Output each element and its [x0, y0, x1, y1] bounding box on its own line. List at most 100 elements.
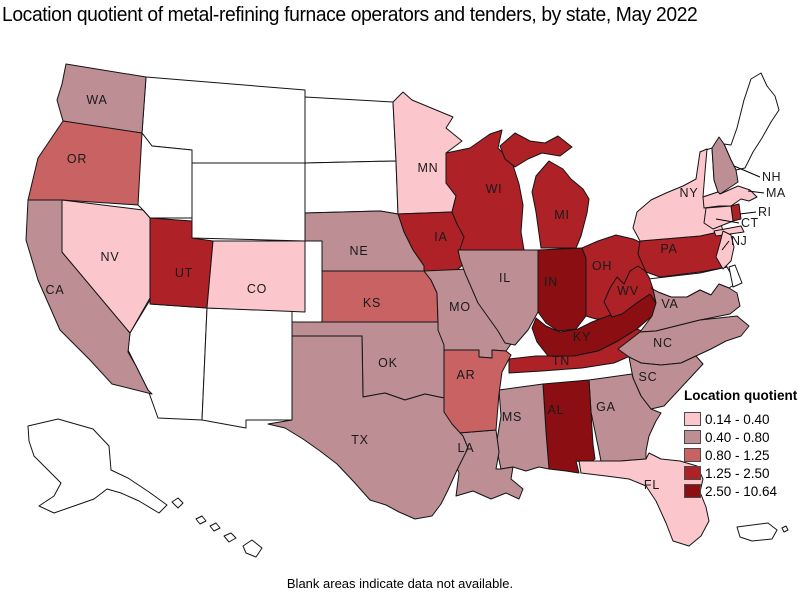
state-label-wv: WV	[617, 284, 639, 298]
state-label-ms: MS	[502, 410, 522, 424]
state-label-ks: KS	[363, 296, 381, 310]
state-label-ut: UT	[175, 266, 193, 280]
legend-range: 2.50 - 10.64	[705, 483, 778, 499]
legend-item: 0.80 - 1.25	[684, 447, 796, 463]
state-hi-island	[223, 532, 237, 543]
nj-callout-line	[721, 240, 730, 251]
state-label-sc: SC	[639, 370, 658, 384]
state-hi-island	[195, 515, 207, 525]
state-label-wa: WA	[86, 93, 107, 107]
state-ct	[703, 205, 734, 230]
state-label-in: IN	[544, 275, 558, 289]
state-label-ok: OK	[378, 356, 398, 370]
state-label-pa: PA	[660, 242, 677, 256]
state-label-ca: CA	[46, 283, 65, 297]
footnote: Blank areas indicate data not available.	[286, 576, 514, 591]
state-ak	[27, 418, 168, 514]
state-label-ne: NE	[350, 244, 369, 258]
legend-item: 2.50 - 10.64	[684, 483, 796, 499]
legend-swatch	[684, 466, 701, 480]
state-label-ar: AR	[457, 368, 476, 382]
state-labels-layer: WA OR CA NV UT CO MN WI IA NE KS MO IL I…	[46, 93, 699, 492]
state-label-oh: OH	[592, 259, 612, 273]
legend-title: Location quotient	[684, 388, 798, 403]
page-title: Location quotient of metal-refining furn…	[2, 3, 698, 26]
states-layer	[25, 63, 789, 558]
state-nh	[711, 136, 739, 195]
state-label-il: IL	[499, 271, 511, 285]
state-label-or: OR	[67, 152, 87, 166]
legend-item: 0.14 - 0.40	[684, 411, 796, 427]
state-nj	[715, 230, 735, 270]
state-label-al: AL	[548, 403, 565, 417]
state-ms	[495, 383, 550, 472]
state-az	[127, 299, 208, 421]
legend-swatch	[684, 448, 701, 462]
state-wv	[603, 265, 657, 318]
territory-pr	[736, 522, 778, 542]
state-hi-island	[171, 497, 184, 509]
ma-callout-line	[747, 190, 765, 194]
map-legend: Location quotient 0.14 - 0.40 0.40 - 0.8…	[684, 388, 798, 502]
state-va	[639, 283, 741, 333]
state-label-mi: MI	[554, 208, 570, 222]
state-mi-upper	[499, 132, 573, 168]
state-label-fl: FL	[644, 478, 660, 492]
legend-swatch	[684, 484, 701, 498]
state-label-ct: CT	[741, 216, 759, 230]
state-me	[723, 72, 780, 171]
territory-pr-islet	[781, 525, 789, 533]
legend-range: 1.25 - 2.50	[705, 465, 770, 481]
state-label-nh: NH	[762, 170, 781, 184]
state-wi	[445, 129, 525, 251]
state-in	[537, 247, 587, 332]
state-label-mo: MO	[449, 300, 471, 314]
legend-range: 0.40 - 0.80	[705, 429, 770, 445]
state-label-mn: MN	[417, 161, 438, 175]
legend-swatch	[684, 430, 701, 444]
state-il	[457, 249, 539, 346]
state-ga	[588, 373, 662, 462]
state-wy	[191, 162, 306, 242]
state-nd	[304, 96, 397, 164]
state-label-ma: MA	[766, 186, 786, 200]
state-label-va: VA	[661, 297, 678, 311]
state-label-nj: NJ	[731, 234, 747, 248]
state-ma	[702, 185, 758, 209]
state-label-la: LA	[458, 441, 475, 455]
callouts-layer: NH MA RI CT NJ	[715, 165, 786, 251]
ct-callout-line	[715, 218, 740, 224]
state-label-ky: KY	[573, 330, 591, 344]
legend-swatch	[684, 412, 701, 426]
state-co	[206, 240, 306, 313]
state-label-tx: TX	[351, 433, 369, 447]
state-label-ia: IA	[434, 230, 447, 244]
state-hi-island	[209, 522, 221, 532]
state-label-ga: GA	[596, 400, 616, 414]
state-fl	[578, 452, 710, 547]
legend-item: 1.25 - 2.50	[684, 465, 796, 481]
state-sd	[304, 160, 399, 215]
state-label-tn: TN	[552, 354, 570, 368]
state-ny-long-island	[713, 225, 745, 237]
legend-range: 0.14 - 0.40	[705, 411, 770, 427]
state-de	[728, 264, 743, 288]
ri-callout-line	[739, 211, 757, 215]
state-hi-island	[242, 539, 263, 558]
state-tx	[267, 335, 469, 520]
state-nm	[201, 307, 293, 429]
state-ne	[304, 210, 425, 272]
state-label-co: CO	[247, 282, 267, 296]
state-label-ny: NY	[680, 186, 699, 200]
state-label-nc: NC	[653, 336, 673, 350]
state-label-nv: NV	[101, 250, 120, 264]
state-label-wi: WI	[486, 182, 503, 196]
state-al	[542, 379, 596, 474]
legend-item: 0.40 - 0.80	[684, 429, 796, 445]
legend-range: 0.80 - 1.25	[705, 447, 770, 463]
state-label-ri: RI	[758, 205, 772, 219]
nh-callout-line	[733, 165, 761, 178]
state-mi-lower	[531, 160, 590, 249]
